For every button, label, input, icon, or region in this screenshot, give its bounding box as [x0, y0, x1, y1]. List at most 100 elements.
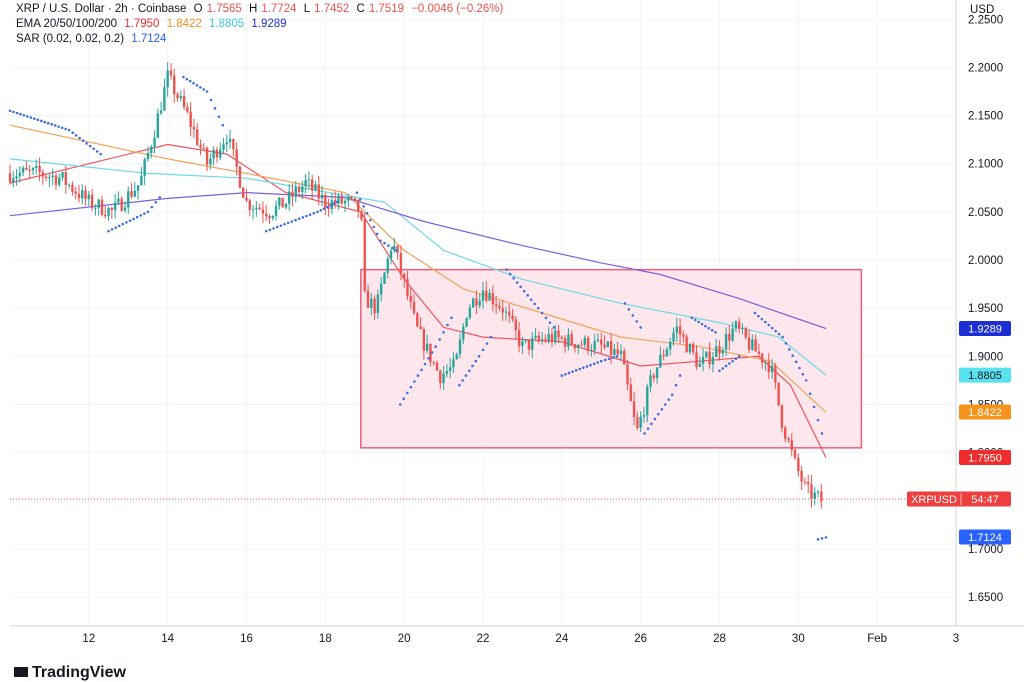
sar-dot	[391, 246, 394, 250]
sar-dot	[533, 302, 536, 306]
candle-body	[67, 184, 71, 186]
sar-dot	[272, 227, 275, 230]
sar-dot	[690, 316, 694, 320]
candle-body	[146, 152, 150, 160]
candle-body	[623, 350, 626, 365]
candle-body	[307, 179, 311, 181]
sar-dot	[64, 127, 67, 131]
symbol-title: XRP / U.S. Dollar · 2h · Coinbase	[16, 3, 187, 15]
candle-body	[652, 375, 656, 379]
ohlc-close: C 1.7519	[356, 3, 405, 15]
candle-body	[577, 344, 580, 349]
sar-dot	[290, 220, 294, 223]
sar-dot	[567, 371, 571, 375]
sar-dot	[522, 289, 526, 293]
candle-body	[455, 354, 458, 360]
price-badge-label: 1.8422	[968, 407, 1002, 419]
candle-body	[44, 176, 48, 179]
candle-body	[636, 416, 639, 428]
sar-dot	[635, 320, 639, 323]
sar-dot	[150, 205, 154, 209]
candle-body	[616, 349, 619, 355]
sar-dot	[221, 123, 225, 127]
sar-dot	[322, 207, 326, 210]
candle-body	[192, 126, 196, 130]
sar-dot	[450, 316, 453, 320]
sar-dot	[114, 226, 118, 229]
sar-dot	[185, 77, 189, 81]
price-badge	[959, 367, 1011, 383]
sar-dot	[19, 112, 22, 116]
candle-body	[242, 187, 245, 198]
sar-dot	[526, 294, 529, 297]
candle-body	[554, 330, 557, 342]
candle-body	[806, 481, 810, 485]
candle-body	[271, 215, 274, 219]
candles-group	[8, 62, 823, 509]
sar-dot	[657, 412, 660, 416]
sar-dot	[217, 115, 221, 119]
candle-body	[583, 337, 587, 345]
candle-body	[288, 191, 291, 204]
sar-dot	[372, 225, 376, 229]
candle-body	[169, 70, 173, 76]
candle-body	[41, 172, 45, 177]
candle-body	[501, 308, 504, 313]
candle-body	[803, 481, 807, 483]
sar-dot	[582, 366, 585, 370]
sar-dot	[88, 144, 92, 148]
sar-dot	[592, 362, 596, 366]
candle-body	[432, 362, 435, 364]
sar-dot	[667, 398, 671, 401]
candle-body	[682, 334, 685, 337]
candle-body	[324, 194, 327, 208]
candle-body	[462, 326, 465, 340]
candle-body	[688, 344, 692, 353]
candle-body	[18, 172, 22, 177]
sar-dot	[81, 139, 85, 143]
candle-body	[678, 326, 682, 335]
sar-dot	[697, 320, 700, 324]
candle-body	[87, 194, 91, 200]
candle-body	[419, 326, 422, 330]
candle-body	[291, 191, 294, 197]
sar-dot	[383, 241, 386, 245]
sar-dot	[409, 385, 413, 389]
y-tick-label: 2.1500	[968, 111, 1003, 123]
candle-body	[159, 110, 163, 114]
candle-body	[202, 147, 205, 149]
candle-body	[787, 438, 790, 441]
candle-body	[813, 492, 816, 499]
candle-body	[422, 329, 426, 351]
candle-body	[123, 207, 127, 211]
candle-body	[314, 184, 317, 191]
candle-body	[448, 367, 452, 371]
candle-body	[544, 339, 547, 341]
candle-body	[416, 313, 419, 327]
x-tick-label: 16	[240, 633, 253, 645]
candle-body	[366, 290, 370, 308]
candle-body	[550, 334, 554, 342]
sar-dot	[205, 90, 209, 93]
x-tick-label: 20	[398, 633, 411, 645]
sar-dot	[332, 202, 336, 206]
sar-dot	[375, 232, 379, 236]
candle-body	[166, 70, 169, 88]
price-change: −0.0046 (−0.26%)	[411, 3, 504, 15]
candle-body	[524, 339, 527, 342]
x-tick-label: 24	[555, 633, 568, 645]
candle-body	[173, 75, 176, 95]
candle-body	[783, 427, 787, 439]
sar-dot	[784, 341, 788, 345]
candle-body	[475, 298, 478, 306]
candle-body	[665, 349, 669, 357]
candle-body	[695, 352, 698, 367]
price-badge-label: 1.7950	[968, 452, 1002, 464]
sar-dot	[158, 196, 162, 199]
sar-dot	[50, 123, 54, 126]
candle-body	[797, 457, 800, 472]
candle-body	[8, 173, 12, 183]
x-tick-label: 12	[82, 633, 95, 645]
candle-body	[379, 283, 383, 295]
candle-body	[547, 334, 550, 341]
